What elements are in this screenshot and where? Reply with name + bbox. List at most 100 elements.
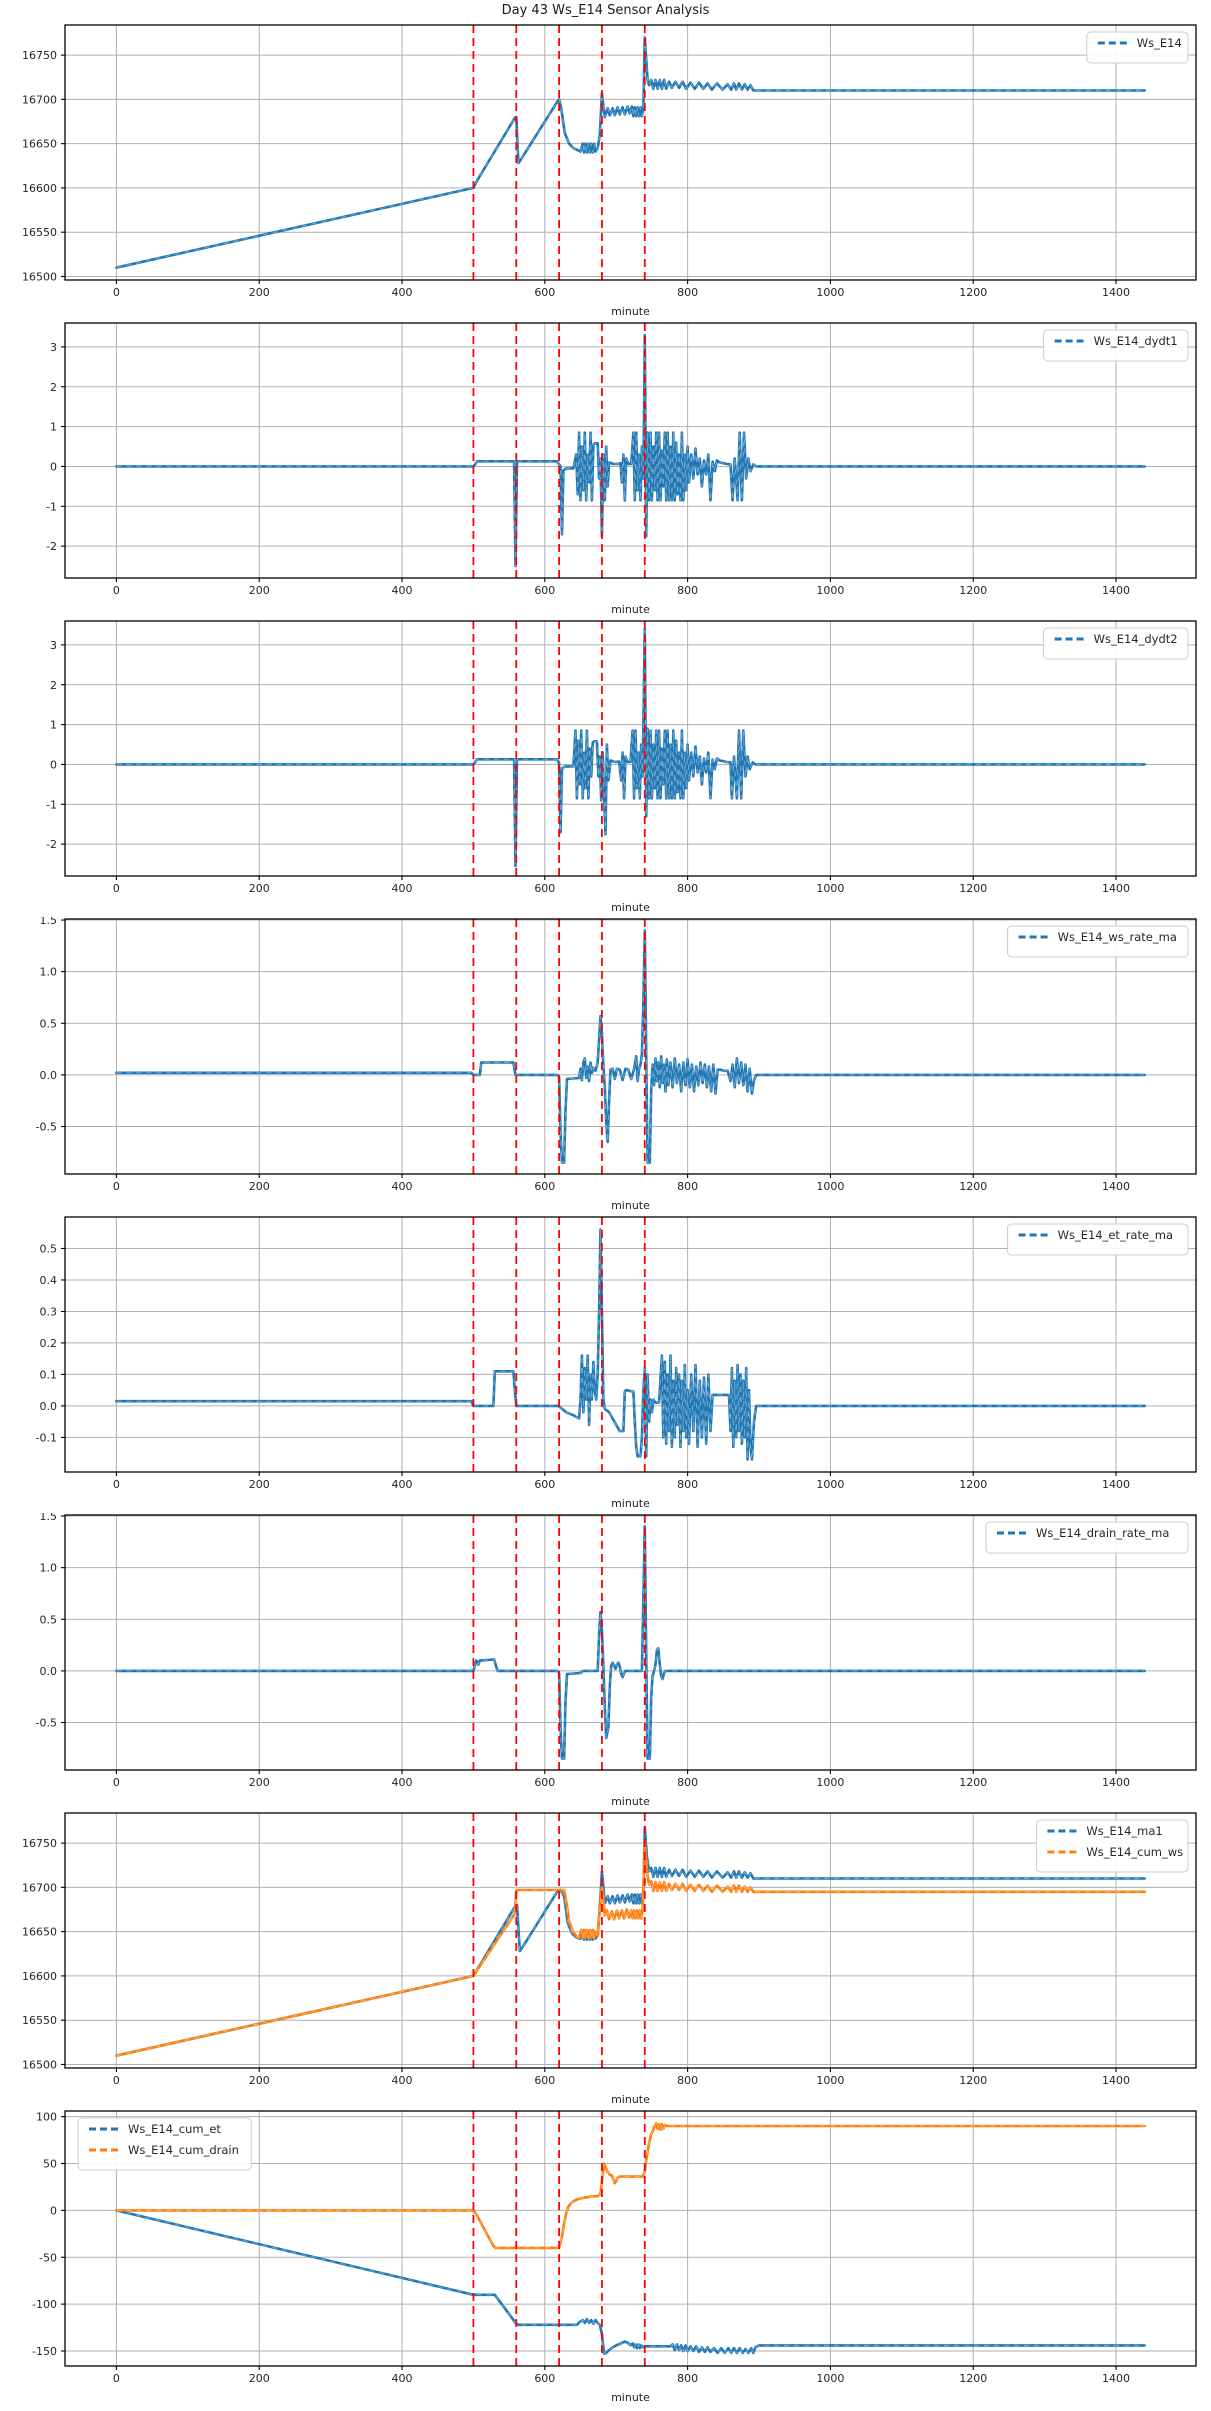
legend-box [1086, 31, 1189, 64]
series-dash-texture-Ws_E14_cum_ws [116, 1841, 1145, 2057]
chart-canvas-ws-e14-dydt2: 0 200 400 600 800 1000 1200 1400 -2 -1 0 1 2 3 minute W… [46, 620, 1197, 914]
x-tick-label: 1400 [1102, 1478, 1130, 1491]
x-tick-label: 600 [534, 1478, 555, 1491]
y-tick-label: 100 [36, 2111, 57, 2124]
x-tick-label: 400 [392, 882, 413, 895]
plot-background [65, 919, 1196, 1174]
x-tick-label: 1400 [1102, 1776, 1130, 1789]
y-tick-label: 0.5 [40, 1613, 58, 1626]
series-dash-texture-Ws_E14_dydt1 [116, 334, 1145, 567]
tick-labels: 0 200 400 600 800 1000 1200 1400 16500 16550 16600… [22, 1837, 1130, 2087]
x-tick-label: 0 [113, 1180, 120, 1193]
x-tick-label: 1000 [816, 1478, 844, 1491]
tick-marks [61, 1515, 1117, 1774]
y-tick-label: 0 [50, 460, 57, 473]
series-dash-texture-Ws_E14_ws_rate_ma [116, 930, 1145, 1164]
x-tick-label: 1200 [959, 2372, 987, 2385]
x-tick-label: 800 [677, 1180, 698, 1193]
x-tick-label: 200 [249, 1478, 270, 1491]
x-tick-label: 800 [677, 286, 698, 299]
axes-frame [64, 1514, 1197, 1771]
legend-label-Ws_E14_et_rate_ma: Ws_E14_et_rate_ma [1058, 1228, 1173, 1242]
y-tick-label: 1.5 [40, 1513, 58, 1523]
x-tick-label: 1400 [1102, 286, 1130, 299]
tick-labels: 0 200 400 600 800 1000 1200 1400 -2 -1 0 1 2 3 [46, 341, 1130, 597]
tick-labels: 0 200 400 600 800 1000 1200 1400 -0.5 0.0 0.5 1.0 1.… [36, 917, 1130, 1193]
series-dash-texture-Ws_E14_et_rate_ma [116, 1229, 1145, 1460]
y-tick-label: 16500 [22, 2058, 57, 2071]
y-tick-label: 3 [50, 639, 57, 652]
y-tick-label: 0.4 [40, 1274, 58, 1287]
legend-label-Ws_E14_cum_ws: Ws_E14_cum_ws [1086, 1845, 1183, 1859]
subplot-ws-e14: 0 200 400 600 800 1000 1200 1400 16500 16550 16600… [0, 23, 1211, 321]
y-tick-label: 16550 [22, 2014, 57, 2027]
chart-canvas-ws-e14-ws-rate-ma: 0 200 400 600 800 1000 1200 1400 -0.5 0.0 0.5 1.0 1.… [36, 917, 1197, 1212]
x-axis-label: minute [611, 2391, 650, 2404]
x-tick-label: 0 [113, 584, 120, 597]
x-tick-label: 1000 [816, 2074, 844, 2087]
y-tick-label: 16600 [22, 1970, 57, 1983]
x-tick-label: 0 [113, 2372, 120, 2385]
grid-lines [65, 25, 1196, 280]
y-tick-label: 16750 [22, 1837, 57, 1850]
x-tick-label: 800 [677, 2074, 698, 2087]
axes-frame [64, 1216, 1197, 1473]
x-tick-label: 400 [392, 2372, 413, 2385]
legend-ws-e14-ma1-cum-ws: Ws_E14_ma1 Ws_E14_cum_ws [1035, 1819, 1189, 1873]
y-tick-label: 16750 [22, 49, 57, 62]
grid-lines [65, 1813, 1196, 2068]
charts-stack: 0 200 400 600 800 1000 1200 1400 16500 16550 16600… [0, 23, 1211, 2407]
axes-frame [64, 918, 1197, 1175]
x-tick-label: 0 [113, 1776, 120, 1789]
series-dash-texture-Ws_E14_drain_rate_ma [116, 1526, 1145, 1760]
x-tick-label: 1200 [959, 882, 987, 895]
y-tick-label: 16550 [22, 226, 57, 239]
tick-marks [61, 54, 1117, 284]
legend-ws-e14-ws-rate-ma: Ws_E14_ws_rate_ma [1007, 925, 1189, 958]
x-tick-label: 600 [534, 1776, 555, 1789]
y-tick-label: -50 [39, 2251, 57, 2264]
x-tick-label: 800 [677, 1776, 698, 1789]
x-tick-label: 1000 [816, 1180, 844, 1193]
y-tick-label: 1 [50, 719, 57, 732]
legend-ws-e14: Ws_E14 [1086, 31, 1189, 64]
axes-frame [64, 2110, 1197, 2367]
x-tick-label: 200 [249, 584, 270, 597]
y-tick-label: 1.0 [40, 1562, 58, 1575]
x-tick-label: 600 [534, 882, 555, 895]
x-axis-label: minute [611, 1497, 650, 1510]
x-tick-label: 400 [392, 286, 413, 299]
y-tick-label: -1 [46, 500, 57, 513]
x-tick-label: 1200 [959, 1478, 987, 1491]
x-axis-label: minute [611, 901, 650, 914]
y-tick-label: -2 [46, 838, 57, 851]
y-tick-label: 0.0 [40, 1400, 58, 1413]
y-tick-label: 0.3 [40, 1305, 58, 1318]
y-tick-label: 0 [50, 758, 57, 771]
y-tick-label: 16500 [22, 270, 57, 283]
legend-box [1043, 627, 1189, 660]
x-tick-label: 400 [392, 1478, 413, 1491]
x-tick-label: 400 [392, 2074, 413, 2087]
x-tick-label: 200 [249, 286, 270, 299]
series-dash-texture-Ws_E14_dydt2 [116, 628, 1145, 867]
series-line-Ws_E14_ws_rate_ma [115, 929, 1146, 1164]
plot-background [65, 1515, 1196, 1770]
y-tick-label: 0.2 [40, 1337, 58, 1350]
legend-ws-e14-dydt1: Ws_E14_dydt1 [1043, 329, 1189, 362]
x-tick-label: 1200 [959, 584, 987, 597]
legend-label-Ws_E14: Ws_E14 [1137, 36, 1182, 50]
grid-lines [65, 323, 1196, 578]
y-tick-label: 50 [43, 2158, 57, 2171]
x-tick-label: 1200 [959, 1776, 987, 1789]
tick-labels: 0 200 400 600 800 1000 1200 1400 -2 -1 0 1 2 3 [46, 639, 1130, 895]
y-tick-label: 1.0 [40, 966, 58, 979]
y-tick-label: 1.5 [40, 917, 58, 927]
legend-ws-e14-et-rate-ma: Ws_E14_et_rate_ma [1007, 1223, 1189, 1256]
axes-frame [64, 322, 1197, 579]
legend-box [985, 1521, 1189, 1554]
x-tick-label: 200 [249, 882, 270, 895]
figure-title: Day 43 Ws_E14 Sensor Analysis [501, 3, 710, 18]
x-tick-label: 600 [534, 1180, 555, 1193]
subplot-ws-e14-cum-et-cum-drain: 0 200 400 600 800 1000 1200 1400 -150 -100 -50 0 50 1… [0, 2109, 1211, 2407]
